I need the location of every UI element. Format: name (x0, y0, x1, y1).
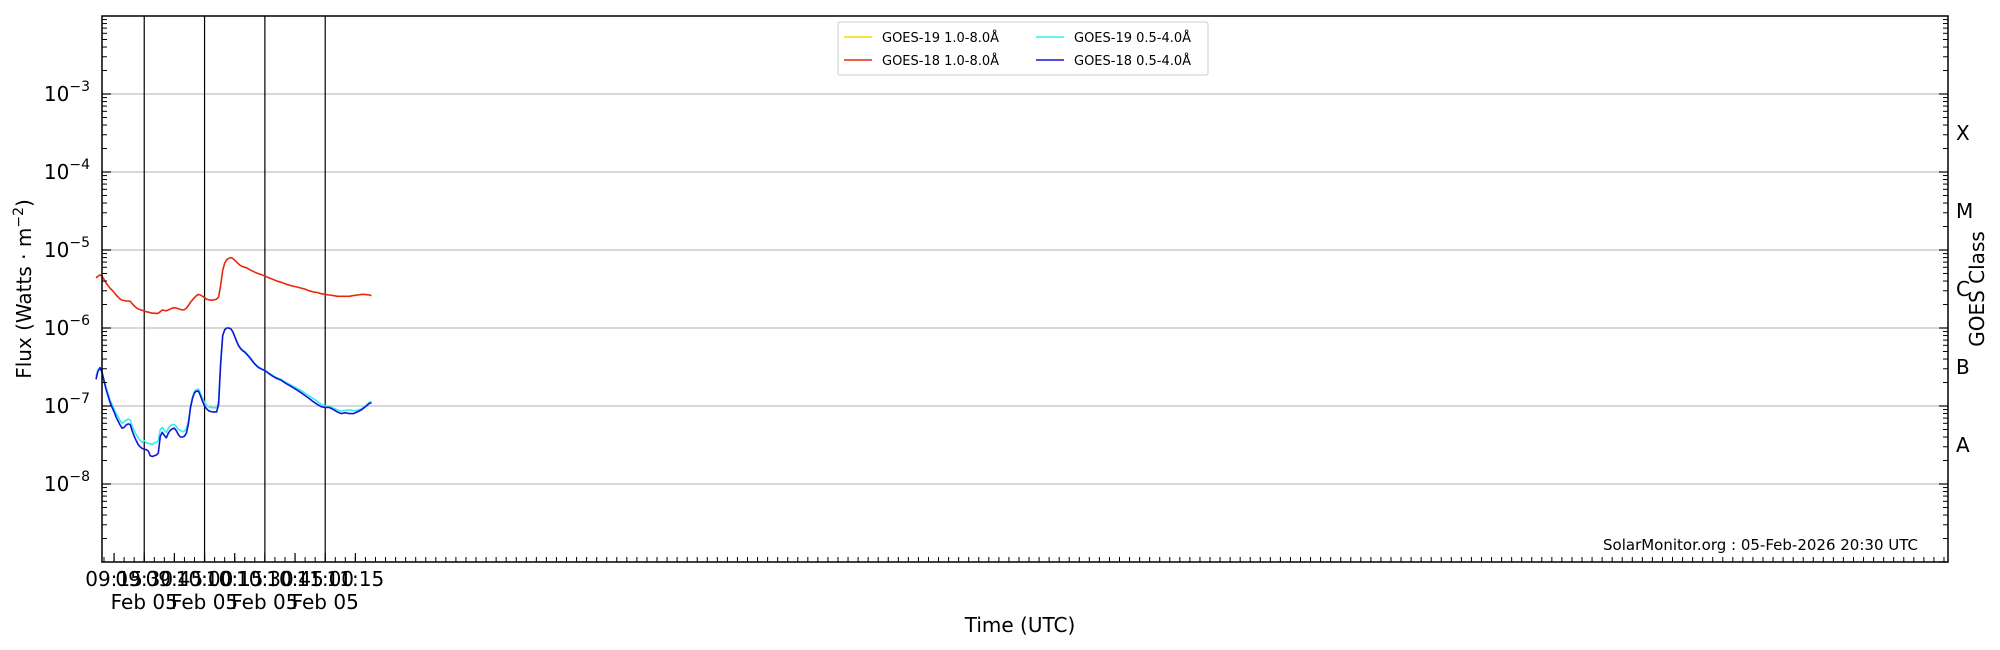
x-tick-label-date: Feb 05 (292, 590, 359, 614)
y-axis-title: Flux (Watts · m−2) (11, 199, 36, 379)
y-tick-label: 10−5 (44, 235, 90, 262)
credit-text: SolarMonitor.org : 05-Feb-2026 20:30 UTC (1603, 536, 1918, 554)
y-tick-base: 10 (44, 160, 69, 184)
y-tick-exponent: −3 (69, 79, 90, 95)
y-axis-title-main: Flux (Watts · m (12, 228, 36, 379)
y-tick-exponent: −8 (69, 469, 90, 485)
y-axis-title-close: ) (12, 199, 36, 207)
y-tick-base: 10 (44, 238, 69, 262)
y-tick-label: 10−4 (44, 157, 90, 184)
y-tick-exponent: −5 (69, 235, 90, 251)
series-line-2 (95, 327, 372, 458)
goes-class-label: B (1956, 355, 1970, 379)
y-tick-base: 10 (44, 316, 69, 340)
y-tick-exponent: −7 (69, 391, 90, 407)
legend-label-goes19-short: GOES-19 0.5-4.0Å (1074, 30, 1191, 46)
goes-class-label: C (1956, 277, 1970, 301)
x-tick-label-date: Feb 05 (171, 590, 238, 614)
y-tick-base: 10 (44, 394, 69, 418)
y-tick-label: 10−8 (44, 469, 90, 496)
legend-label-goes18-long: GOES-18 1.0-8.0Å (882, 53, 999, 69)
x-tick-label-time: 10:30 (236, 567, 294, 591)
goes-class-label: A (1956, 433, 1970, 457)
x-tick-label-time: 10:00 (176, 567, 234, 591)
series-layer (95, 256, 372, 458)
day-boundary-lines (143, 16, 326, 562)
goes-class-label: X (1956, 121, 1970, 145)
x-tick-label-time: 09:15 (85, 567, 143, 591)
y-tick-label: 10−6 (44, 313, 90, 340)
y-tick-label: 10−7 (44, 391, 90, 418)
x-tick-label-time: 10:45 (266, 567, 324, 591)
x-tick-label-date: Feb 05 (231, 590, 298, 614)
y-tick-base: 10 (44, 472, 69, 496)
series-line-1 (95, 327, 372, 446)
goes-class-label: M (1956, 199, 1973, 223)
legend: GOES-19 1.0-8.0Å GOES-18 1.0-8.0Å GOES-1… (837, 21, 1209, 76)
legend-label-goes19-long: GOES-19 1.0-8.0Å (882, 30, 999, 46)
x-tick-label-time: 11:00 (296, 567, 354, 591)
x-axis-title: Time (UTC) (964, 613, 1076, 637)
y-tick-exponent: −4 (69, 157, 90, 173)
legend-box (837, 21, 1209, 76)
goes-class-axis-title: GOES Class (1965, 231, 1989, 347)
y-tick-base: 10 (44, 82, 69, 106)
x-tick-label-time: 09:45 (146, 567, 204, 591)
plot-frame (101, 15, 1949, 563)
series-line-0 (95, 256, 372, 315)
x-tick-label-date: Feb 05 (111, 590, 178, 614)
tick-layer (102, 19, 1948, 563)
y-tick-exponent: −6 (69, 313, 90, 329)
x-tick-label-time: 11:15 (327, 567, 385, 591)
y-tick-label: 10−3 (44, 79, 90, 106)
y-axis-title-exponent: −2 (11, 207, 27, 228)
x-tick-label-time: 10:15 (206, 567, 264, 591)
legend-label-goes18-short: GOES-18 0.5-4.0Å (1074, 53, 1191, 69)
x-tick-label-time: 09:30 (115, 567, 173, 591)
grid-layer (102, 93, 1948, 485)
